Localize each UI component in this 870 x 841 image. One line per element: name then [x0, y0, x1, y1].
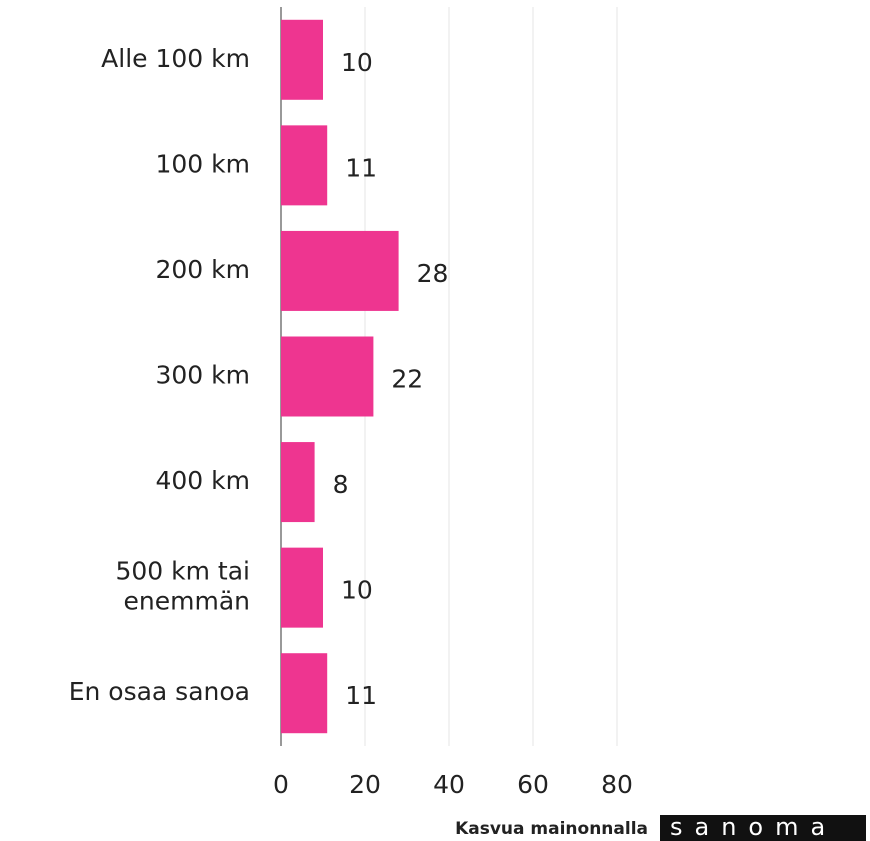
y-tick-label: 200 km [156, 255, 251, 284]
bar [281, 653, 328, 734]
y-tick-label: 100 km [156, 149, 251, 178]
bar [281, 336, 374, 417]
logo-box [660, 815, 866, 841]
x-tick-label: 0 [273, 770, 289, 799]
value-label: 11 [345, 153, 377, 182]
y-tick-label: 500 km tai enemmän [115, 557, 250, 616]
y-tick-label: 400 km [156, 466, 251, 495]
y-tick-label: 300 km [156, 361, 251, 390]
value-label: 22 [391, 365, 423, 394]
logo: sanoma [670, 813, 837, 841]
bar [281, 442, 315, 523]
y-tick-label: En osaa sanoa [69, 677, 250, 706]
value-label: 8 [333, 470, 349, 499]
bar [281, 19, 323, 100]
x-tick-label: 60 [517, 770, 549, 799]
x-tick-label: 40 [433, 770, 465, 799]
y-tick-label: Alle 100 km [101, 44, 250, 73]
footer-text: Kasvua mainonnalla [455, 819, 648, 839]
bar [281, 230, 399, 311]
value-label: 10 [341, 576, 373, 605]
bar [281, 547, 323, 628]
value-label: 10 [341, 48, 373, 77]
bar [281, 125, 328, 206]
x-tick-label: 80 [601, 770, 633, 799]
value-label: 28 [417, 259, 449, 288]
x-tick-label: 20 [349, 770, 381, 799]
value-label: 11 [345, 681, 377, 710]
